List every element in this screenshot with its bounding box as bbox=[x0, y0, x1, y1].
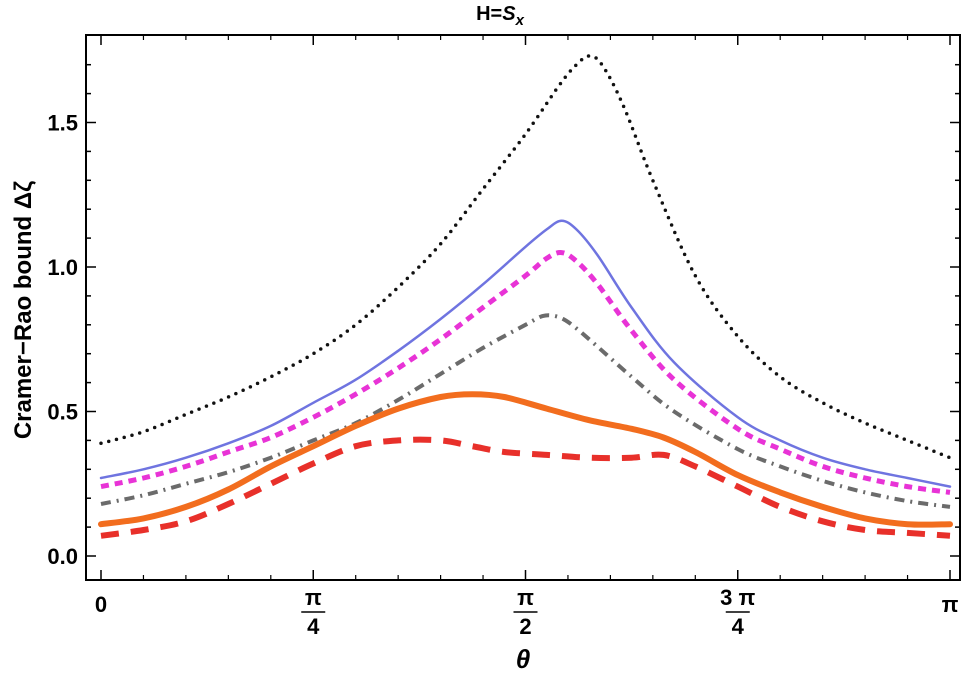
series-line-4 bbox=[100, 313, 951, 509]
x-tick-numerator: π bbox=[305, 585, 322, 610]
x-axis-label: θ bbox=[516, 644, 531, 674]
series-line-6 bbox=[100, 436, 951, 539]
x-tick-label: 0 bbox=[95, 592, 107, 617]
x-tick-numerator: 3 π bbox=[720, 585, 755, 610]
x-tick-fraction: π4 bbox=[301, 585, 326, 639]
x-tick-denominator: 2 bbox=[519, 614, 531, 639]
x-tick-fraction: 3 π4 bbox=[720, 585, 755, 639]
y-tick-label: 0.0 bbox=[47, 544, 78, 569]
plot-frame bbox=[85, 34, 961, 581]
y-tick-labels: 0.0 0.5 1.0 1.5 bbox=[47, 111, 78, 570]
series-group bbox=[98, 54, 953, 539]
series-line-3 bbox=[100, 250, 951, 495]
chart-title: H=Sx bbox=[476, 3, 524, 29]
series-line-1 bbox=[99, 54, 952, 460]
title-prefix: H= bbox=[476, 3, 502, 25]
y-axis-label: Cramer−Rao bound Δζ bbox=[10, 181, 37, 439]
series-line-2 bbox=[99, 219, 952, 488]
x-tick-numerator: π bbox=[517, 585, 534, 610]
series-line-5 bbox=[98, 391, 953, 528]
axis-ticks bbox=[86, 35, 960, 580]
title-subscript: x bbox=[515, 12, 525, 29]
x-tick-denominator: 4 bbox=[732, 614, 745, 639]
x-tick-fraction: π2 bbox=[513, 585, 538, 639]
y-tick-label: 0.5 bbox=[47, 400, 78, 425]
y-tick-label: 1.0 bbox=[47, 255, 78, 280]
title-symbol: S bbox=[502, 3, 516, 25]
plot-border bbox=[85, 34, 961, 581]
x-tick-denominator: 4 bbox=[307, 614, 320, 639]
y-tick-label: 1.5 bbox=[47, 111, 78, 136]
x-tick-label: π bbox=[942, 592, 959, 617]
